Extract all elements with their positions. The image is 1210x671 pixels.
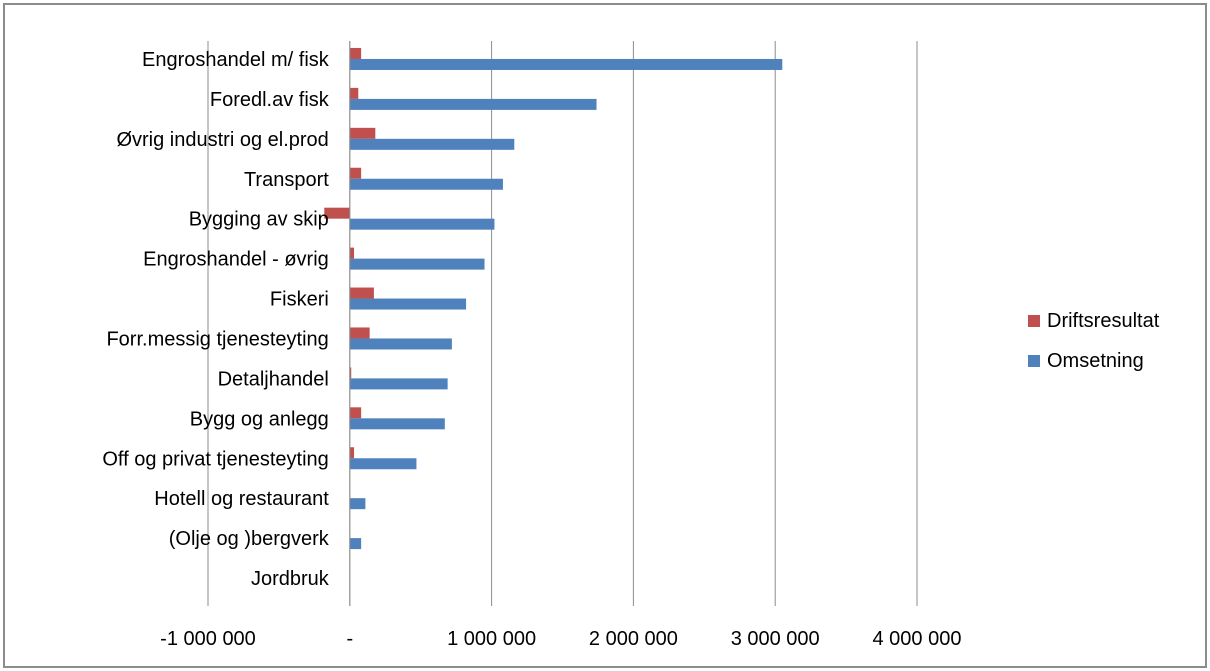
x-tick-label-2: 1 000 000 <box>447 628 536 650</box>
category-label-13: Jordbruk <box>251 568 330 590</box>
category-label-11: Hotell og restaurant <box>154 488 329 510</box>
bar-omsetning-9 <box>349 418 445 430</box>
bar-driftsresultat-7 <box>349 327 370 339</box>
legend-swatch-driftsresultat <box>1028 315 1040 327</box>
bar-omsetning-3 <box>349 178 503 190</box>
bar-omsetning-8 <box>349 378 448 390</box>
bar-omsetning-7 <box>349 338 452 350</box>
category-label-8: Detaljhandel <box>218 368 329 390</box>
x-tick-label-3: 2 000 000 <box>589 628 678 650</box>
category-label-5: Engroshandel - øvrig <box>143 249 329 271</box>
legend-label-omsetning: Omsetning <box>1047 350 1144 372</box>
category-label-9: Bygg og anlegg <box>190 408 329 430</box>
x-tick-label-4: 3 000 000 <box>731 628 820 650</box>
chart-frame: Engroshandel m/ fisk Foredl.av fisk Øvrig … <box>3 3 1207 668</box>
bars <box>324 47 783 550</box>
bar-driftsresultat-1 <box>349 87 359 99</box>
bar-omsetning-4 <box>349 218 495 230</box>
bar-driftsresultat-6 <box>349 287 374 299</box>
bar-omsetning-5 <box>349 258 485 270</box>
bar-driftsresultat-3 <box>349 167 362 179</box>
bar-omsetning-1 <box>349 98 597 110</box>
bar-omsetning-6 <box>349 298 467 310</box>
bar-omsetning-11 <box>349 498 366 510</box>
legend-swatch-omsetning <box>1028 355 1040 367</box>
category-label-6: Fiskeri <box>270 289 329 311</box>
bar-driftsresultat-8 <box>349 367 352 379</box>
bar-driftsresultat-0 <box>349 47 362 59</box>
bar-driftsresultat-5 <box>349 247 355 259</box>
x-tick-label-5: 4 000 000 <box>873 628 962 650</box>
chart-svg: Engroshandel m/ fisk Foredl.av fisk Øvrig … <box>102 41 1160 650</box>
gridlines <box>207 41 918 606</box>
category-label-1: Foredl.av fisk <box>210 89 330 111</box>
category-label-10: Off og privat tjenesteyting <box>102 448 328 470</box>
x-tick-label-0: -1 000 000 <box>160 628 256 650</box>
bar-omsetning-10 <box>349 458 417 470</box>
category-label-12: (Olje og )bergverk <box>169 528 330 550</box>
bar-omsetning-12 <box>349 538 362 550</box>
category-label-7: Forr.messig tjenesteyting <box>106 328 328 350</box>
category-label-3: Transport <box>244 169 329 191</box>
legend-label-driftsresultat: Driftsresultat <box>1047 310 1160 332</box>
legend: Driftsresultat Omsetning <box>1028 310 1160 372</box>
category-label-4: Bygging av skip <box>189 209 329 231</box>
bar-omsetning-0 <box>349 58 783 70</box>
bar-driftsresultat-9 <box>349 407 362 419</box>
x-tick-label-1: - <box>346 628 353 650</box>
bar-driftsresultat-4 <box>324 207 350 219</box>
category-label-2: Øvrig industri og el.prod <box>116 129 328 151</box>
bar-driftsresultat-2 <box>349 127 376 139</box>
category-labels: Engroshandel m/ fisk Foredl.av fisk Øvrig … <box>102 49 329 590</box>
tick-labels: -1 000 000-1 000 000 2 000 000 3 000 000 4 … <box>160 628 961 650</box>
bar-omsetning-2 <box>349 138 515 150</box>
bar-driftsresultat-10 <box>349 447 355 459</box>
category-label-0: Engroshandel m/ fisk <box>142 49 330 71</box>
